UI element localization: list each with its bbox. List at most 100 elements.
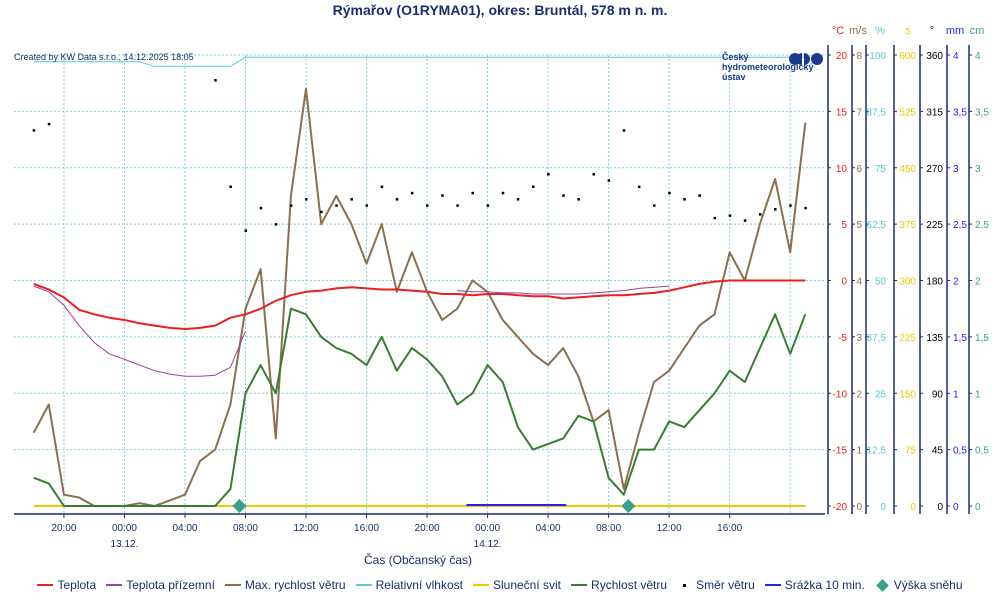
- x-tick-label: 20:00: [51, 523, 76, 534]
- y-tick-label: 5: [856, 220, 862, 231]
- x-tick-label: 12:00: [294, 523, 319, 534]
- y-tick-label: 7: [856, 107, 862, 118]
- y-tick-label: 1,5: [975, 333, 989, 344]
- legend-item-teplota-prizemni[interactable]: Teplota přízemní: [106, 578, 215, 592]
- logo-line: Český: [722, 52, 749, 62]
- wind-direction-point: [804, 206, 807, 210]
- y-tick-label: 20: [836, 51, 848, 62]
- legend-swatch: [355, 584, 372, 586]
- y-tick-label: 2: [856, 389, 862, 400]
- legend-item-vitr[interactable]: Rychlost větru: [571, 578, 667, 592]
- y-tick-label: 3: [856, 333, 862, 344]
- y-tick-label: 315: [926, 107, 943, 118]
- y-tick-label: 15: [836, 107, 848, 118]
- legend-label: Relativní vlhkost: [375, 578, 463, 592]
- legend-label: Rychlost větru: [591, 578, 668, 592]
- wind-direction-point: [668, 191, 671, 195]
- y-axis-unit: s: [905, 25, 911, 37]
- y-tick-label: 25: [875, 389, 887, 400]
- y-tick-label: 100: [869, 51, 886, 62]
- wind-direction-point: [713, 216, 717, 220]
- legend-item-snih[interactable]: Výška sněhu: [875, 578, 963, 592]
- wind-direction-point: [350, 198, 353, 201]
- legend-label: Výška sněhu: [893, 578, 963, 592]
- wind-direction-point: [229, 185, 232, 189]
- y-tick-label: 225: [899, 333, 916, 344]
- y-tick-label: 225: [926, 220, 943, 231]
- y-axis-unit: %: [875, 25, 885, 37]
- y-tick-label: 360: [926, 51, 943, 62]
- y-tick-label: -20: [833, 502, 848, 513]
- legend-item-svit[interactable]: Sluneční svit: [472, 578, 562, 592]
- wind-direction-point: [395, 198, 399, 201]
- legend-dot-icon: [683, 583, 687, 587]
- wind-direction-point: [501, 191, 505, 195]
- series-vlhkost-line: [33, 56, 806, 67]
- legend-item-smer[interactable]: Směr větru: [677, 578, 755, 592]
- wind-direction-point: [562, 194, 565, 197]
- y-axis-unit: cm: [970, 25, 985, 37]
- y-tick-label: 8: [856, 51, 862, 62]
- y-tick-label: 180: [926, 277, 943, 288]
- wind-direction-point: [259, 206, 263, 210]
- x-tick-label: 20:00: [415, 523, 440, 534]
- created-by-label: Created by KW Data s.r.o., 14.12.2025 18…: [14, 52, 194, 62]
- legend-label: Max. rychlost větru: [244, 578, 346, 592]
- y-tick-label: 3,5: [975, 107, 989, 118]
- y-tick-label: 12,5: [867, 446, 887, 457]
- y-tick-label: 375: [899, 220, 916, 231]
- series-teplota_prizemni-line: [33, 285, 670, 377]
- wind-direction-point: [577, 198, 580, 201]
- wind-direction-point: [471, 191, 474, 195]
- legend-swatch: [472, 584, 489, 586]
- legend-label: Teplota: [57, 578, 97, 592]
- logo-line: ústav: [722, 72, 746, 82]
- y-tick-label: 1,5: [953, 333, 967, 344]
- y-tick-label: 525: [899, 107, 916, 118]
- legend-item-srazka[interactable]: Srážka 10 min.: [764, 578, 865, 592]
- y-tick-label: 4: [953, 51, 959, 62]
- x-axis-title: Čas (Občanský čas): [364, 552, 472, 567]
- y-tick-label: 0,5: [975, 446, 989, 457]
- y-tick-label: 0: [937, 502, 943, 513]
- legend-label: Sluneční svit: [492, 578, 562, 592]
- y-tick-label: 45: [932, 446, 944, 457]
- y-tick-label: 0,5: [953, 446, 967, 457]
- x-tick-label: 08:00: [233, 523, 258, 534]
- y-tick-label: 3,5: [953, 107, 967, 118]
- wind-direction-point: [743, 219, 747, 222]
- y-tick-label: 2,5: [953, 220, 967, 231]
- wind-direction-point: [289, 204, 293, 207]
- legend-swatch: [224, 584, 241, 586]
- wind-direction-point: [410, 191, 414, 195]
- x-tick-label: 00:00: [112, 523, 137, 534]
- y-tick-label: 2: [975, 277, 981, 288]
- y-tick-label: 75: [875, 164, 887, 175]
- wind-direction-point: [728, 214, 732, 217]
- wind-direction-point: [516, 198, 520, 201]
- y-tick-label: 10: [836, 164, 848, 175]
- y-axis-unit: °: [930, 25, 934, 37]
- y-tick-label: 1: [856, 446, 862, 457]
- y-tick-label: 150: [899, 389, 916, 400]
- y-tick-label: 90: [932, 389, 944, 400]
- wind-direction-point: [47, 122, 51, 126]
- wind-direction-point: [335, 204, 338, 207]
- legend-item-vlhkost[interactable]: Relativní vlhkost: [355, 578, 463, 592]
- y-tick-label: -5: [838, 333, 847, 344]
- y-tick-label: 0: [841, 277, 847, 288]
- y-tick-label: 270: [926, 164, 943, 175]
- y-tick-label: 135: [926, 333, 943, 344]
- y-tick-label: 50: [875, 277, 887, 288]
- wind-direction-point: [592, 173, 596, 176]
- wind-direction-point: [441, 194, 444, 197]
- legend-item-max-vitr[interactable]: Max. rychlost větru: [224, 578, 346, 592]
- wind-direction-point: [456, 204, 459, 207]
- y-tick-label: 3: [975, 164, 981, 175]
- y-tick-label: 6: [856, 164, 862, 175]
- wind-direction-point: [683, 198, 686, 201]
- wind-direction-point: [365, 204, 369, 207]
- legend-item-teplota[interactable]: Teplota: [37, 578, 96, 592]
- y-tick-label: 0: [975, 502, 981, 513]
